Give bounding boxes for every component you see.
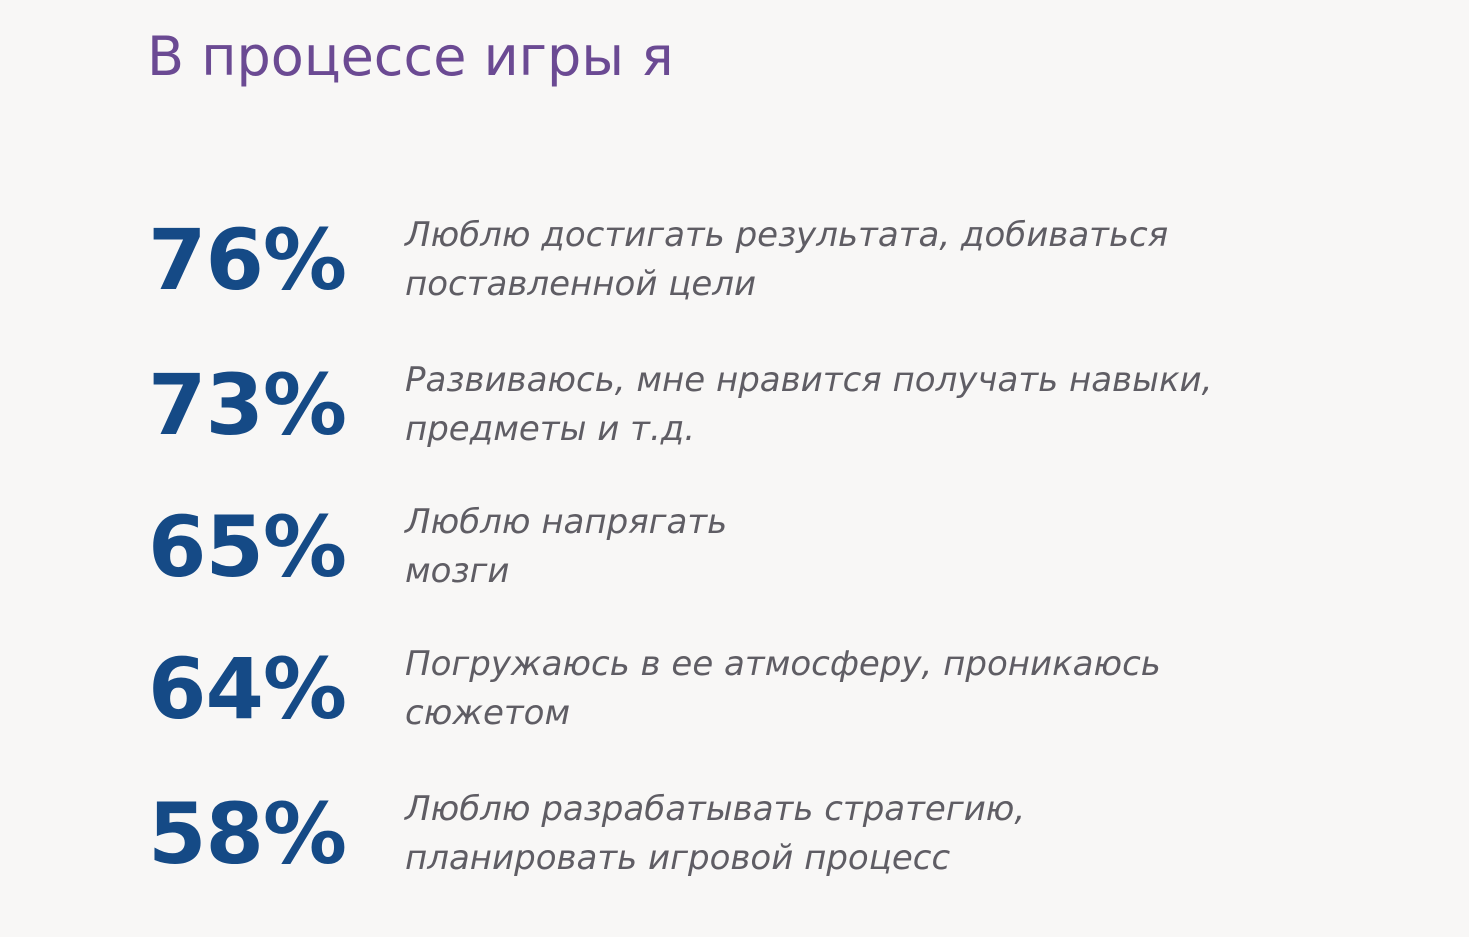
stat-description-line: мозги — [405, 551, 510, 591]
stat-row: 58% Люблю разрабатывать стратегию, плани… — [0, 779, 1469, 889]
stat-description: Погружаюсь в ее атмосферу, проникаюсь сю… — [405, 640, 1305, 738]
stat-description: Люблю разрабатывать стратегию, планирова… — [405, 785, 1305, 883]
stat-description: Люблю достигать результата, добиваться п… — [405, 211, 1305, 309]
stat-description-line: планировать игровой процесс — [405, 838, 951, 878]
stat-percentage: 65% — [148, 498, 347, 596]
stat-description-line: Люблю достигать результата, добиваться — [405, 215, 1169, 255]
stat-description-line: Развиваюсь, мне нравится получать навыки… — [405, 360, 1213, 400]
stat-description-line: Люблю напрягать — [405, 502, 728, 542]
stat-description-line: поставленной цели — [405, 264, 757, 304]
stat-percentage: 76% — [148, 211, 347, 309]
stat-description-line: предметы и т.д. — [405, 409, 696, 449]
page-title: В процессе игры я — [147, 25, 674, 88]
stat-row: 64% Погружаюсь в ее атмосферу, проникаюс… — [0, 634, 1469, 744]
stat-row: 76% Люблю достигать результата, добивать… — [0, 205, 1469, 315]
stat-description: Развиваюсь, мне нравится получать навыки… — [405, 356, 1305, 454]
stat-description-line: Погружаюсь в ее атмосферу, проникаюсь — [405, 644, 1161, 684]
stat-row: 65% Люблю напрягать мозги — [0, 492, 1469, 602]
stat-description-line: Люблю разрабатывать стратегию, — [405, 789, 1026, 829]
stat-description-line: сюжетом — [405, 693, 571, 733]
stat-percentage: 64% — [148, 640, 347, 738]
stat-percentage: 73% — [148, 356, 347, 454]
stat-description: Люблю напрягать мозги — [405, 498, 1305, 596]
stat-percentage: 58% — [148, 785, 347, 883]
stat-row: 73% Развиваюсь, мне нравится получать на… — [0, 350, 1469, 460]
